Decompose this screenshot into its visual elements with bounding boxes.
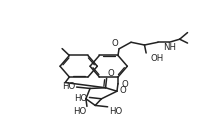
Text: HO: HO	[72, 108, 85, 116]
Text: O: O	[107, 69, 114, 78]
Text: O: O	[121, 80, 127, 89]
Text: O: O	[119, 86, 126, 95]
Text: OH: OH	[150, 54, 163, 63]
Text: HO: HO	[108, 108, 121, 116]
Text: HO: HO	[74, 94, 87, 103]
Text: O: O	[111, 39, 118, 48]
Text: NH: NH	[163, 43, 176, 52]
Text: HO: HO	[62, 82, 75, 91]
